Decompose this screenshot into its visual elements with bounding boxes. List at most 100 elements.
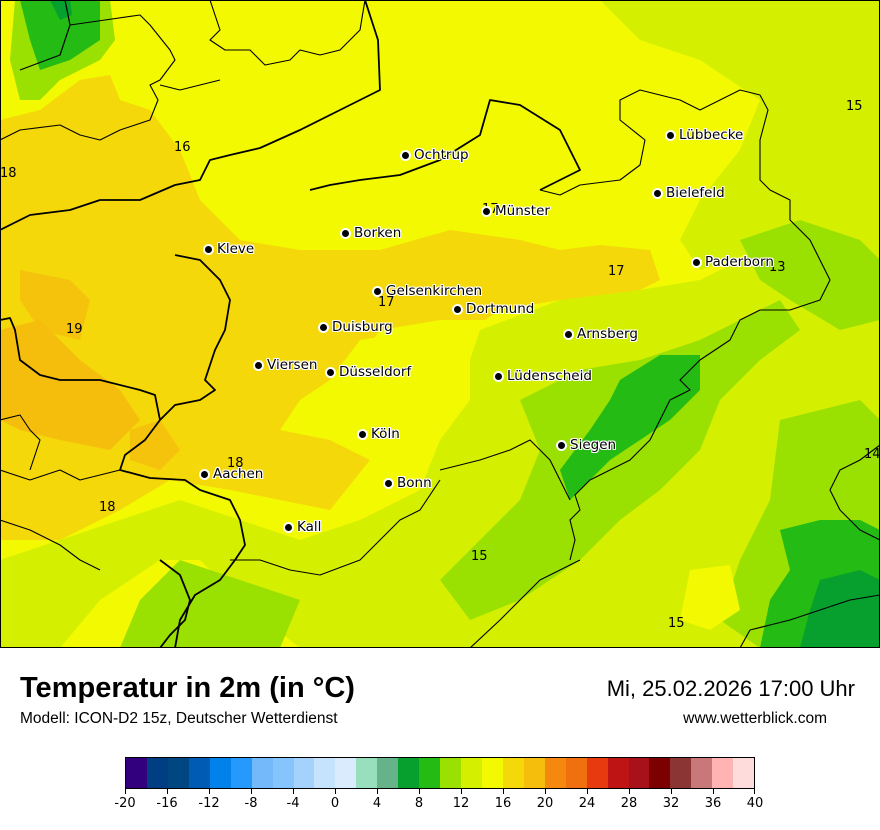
city-name: Paderborn xyxy=(705,254,774,270)
city-dot-icon xyxy=(253,359,264,371)
isotherm-value-label: 14 xyxy=(864,447,880,462)
city-dot-icon xyxy=(563,328,574,340)
city-marker[interactable]: Aachen xyxy=(199,466,263,482)
city-name: Duisburg xyxy=(332,319,393,335)
city-marker[interactable]: Borken xyxy=(340,225,401,241)
legend-tick-label: 28 xyxy=(620,796,638,811)
legend-color-segment xyxy=(461,758,482,788)
legend-color-segment xyxy=(251,758,273,788)
temperature-field xyxy=(0,0,880,648)
legend-color-segment xyxy=(314,758,336,788)
legend-tick-label: -8 xyxy=(244,796,258,811)
city-dot-icon xyxy=(340,227,351,239)
website-link[interactable]: www.wetterblick.com xyxy=(683,710,827,727)
city-dot-icon xyxy=(665,129,676,141)
legend-tick-label: 24 xyxy=(578,796,596,811)
color-legend-ticks: -20 -16 -12 -8 -4 0 4 8 12 16 20 24 28 32 36 40 xyxy=(114,789,763,819)
city-dot-icon xyxy=(481,205,492,217)
legend-color-segment xyxy=(335,758,357,788)
map-title: Temperatur in 2m (in °C) xyxy=(20,672,355,704)
valid-time: Mi, 25.02.2026 17:00 Uhr xyxy=(606,676,855,701)
city-marker[interactable]: Gelsenkirchen xyxy=(372,283,482,299)
city-marker[interactable]: Münster xyxy=(481,203,550,219)
legend-tick xyxy=(251,789,252,794)
legend-tick-label: 40 xyxy=(746,796,764,811)
city-dot-icon xyxy=(318,321,329,333)
legend-color-segment xyxy=(733,758,755,788)
legend-color-segment xyxy=(398,758,420,788)
city-marker[interactable]: Bonn xyxy=(383,475,432,491)
legend-color-segment xyxy=(586,758,608,788)
city-marker[interactable]: Kleve xyxy=(203,241,254,257)
isotherm-value-label: 19 xyxy=(66,322,83,337)
city-marker[interactable]: Köln xyxy=(357,426,400,442)
legend-tick xyxy=(167,789,168,794)
legend-color-segment xyxy=(356,758,378,788)
city-marker[interactable]: Siegen xyxy=(556,437,616,453)
legend-color-segment xyxy=(440,758,461,788)
legend-color-segment xyxy=(712,758,734,788)
city-name: Aachen xyxy=(213,466,264,482)
legend-color-segment xyxy=(523,758,545,788)
legend-tick-label: -4 xyxy=(286,796,300,811)
isotherm-value-label: 13 xyxy=(769,260,786,275)
city-marker[interactable]: Lübbecke xyxy=(665,127,743,143)
legend-color-segment xyxy=(293,758,315,788)
city-marker[interactable]: Kall xyxy=(283,519,321,535)
legend-tick xyxy=(335,789,336,794)
city-name: Bonn xyxy=(397,475,432,491)
legend-tick xyxy=(125,789,126,794)
city-name: Arnsberg xyxy=(577,326,638,342)
isotherm-value-label: 17 xyxy=(378,295,395,310)
borders xyxy=(0,0,880,648)
legend-color-segment xyxy=(649,758,671,788)
legend-tick-label: -12 xyxy=(198,796,220,811)
legend-tick-label: 36 xyxy=(704,796,722,811)
city-name: Münster xyxy=(495,203,550,219)
legend-tick xyxy=(293,789,294,794)
isotherm-value-label: 15 xyxy=(471,549,488,564)
city-name: Bielefeld xyxy=(666,185,725,201)
isotherm-value-label: 17 xyxy=(608,264,625,279)
city-marker[interactable]: Duisburg xyxy=(318,319,393,335)
color-legend-bar xyxy=(125,757,755,789)
legend-color-segment xyxy=(188,758,210,788)
city-dot-icon xyxy=(357,428,368,440)
legend-tick xyxy=(587,789,588,794)
temperature-map[interactable]: 16181517171317191814181515 OchtrupLübbec… xyxy=(0,0,880,648)
city-marker[interactable]: Viersen xyxy=(253,357,317,373)
city-dot-icon xyxy=(383,477,394,489)
city-marker[interactable]: Dortmund xyxy=(452,301,534,317)
isotherm-value-label: 15 xyxy=(668,616,685,631)
city-dot-icon xyxy=(691,256,702,268)
city-marker[interactable]: Lüdenscheid xyxy=(493,368,592,384)
model-source: Modell: ICON-D2 15z, Deutscher Wetterdie… xyxy=(20,710,338,727)
city-dot-icon xyxy=(325,366,336,378)
city-dot-icon xyxy=(652,187,663,199)
city-marker[interactable]: Paderborn xyxy=(691,254,774,270)
city-marker[interactable]: Düsseldorf xyxy=(325,364,411,380)
legend-color-segment xyxy=(126,758,147,788)
city-marker[interactable]: Ochtrup xyxy=(400,147,469,163)
legend-color-segment xyxy=(272,758,294,788)
city-marker[interactable]: Bielefeld xyxy=(652,185,725,201)
legend-tick xyxy=(209,789,210,794)
legend-color-segment xyxy=(628,758,650,788)
legend-tick-label: 4 xyxy=(372,796,382,811)
city-dot-icon xyxy=(283,521,294,533)
legend-tick-label: 0 xyxy=(330,796,340,811)
city-marker[interactable]: Arnsberg xyxy=(563,326,638,342)
legend-tick-label: 8 xyxy=(414,796,424,811)
legend-tick xyxy=(629,789,630,794)
city-name: Viersen xyxy=(267,357,318,373)
isotherm-value-label: 18 xyxy=(227,456,244,471)
legend-color-segment xyxy=(377,758,399,788)
isotherm-value-label: 18 xyxy=(0,166,17,181)
city-dot-icon xyxy=(372,285,383,297)
legend-color-segment xyxy=(670,758,692,788)
legend-color-segment xyxy=(146,758,168,788)
legend-color-segment xyxy=(502,758,524,788)
isotherm-value-label: 18 xyxy=(99,500,116,515)
city-name: Lüdenscheid xyxy=(507,368,592,384)
legend-tick xyxy=(545,789,546,794)
